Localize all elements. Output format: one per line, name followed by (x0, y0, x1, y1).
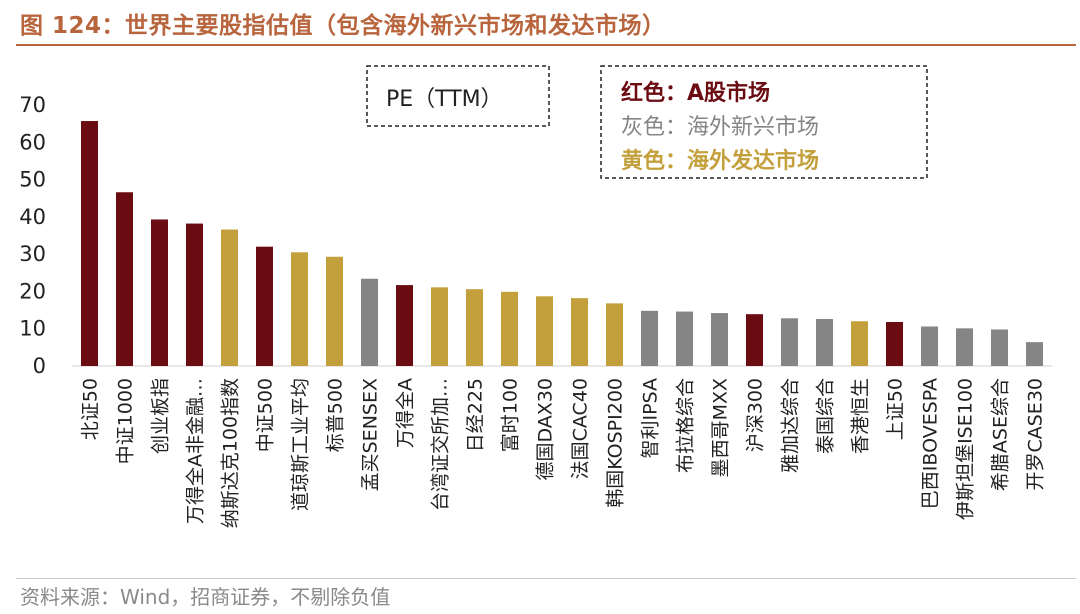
source-text: 资料来源：Wind，招商证券，不剔除负值 (20, 585, 391, 609)
x-category-label: 泰国综合 (815, 378, 837, 454)
bar (466, 289, 483, 366)
bar (851, 321, 868, 366)
legend-emerging: 灰色：海外新兴市场 (621, 115, 819, 140)
y-tick-label: 20 (19, 279, 46, 303)
x-category-label: 雅加达综合 (780, 378, 802, 473)
x-category-label: 中证1000 (115, 378, 137, 464)
bar (816, 319, 833, 366)
bar (256, 246, 273, 366)
color-legend-box: 红色：A股市场 灰色：海外新兴市场 黄色：海外发达市场 (600, 65, 928, 179)
bar (291, 252, 308, 366)
y-tick-label: 70 (19, 93, 46, 117)
bars (81, 121, 1043, 366)
y-tick-label: 10 (19, 317, 46, 341)
bar (186, 223, 203, 366)
bar (116, 192, 133, 366)
bar (746, 314, 763, 366)
x-category-label: 纳斯达克100指数 (220, 378, 242, 528)
x-category-label: 标普500 (325, 378, 347, 452)
x-category-label: 万得全A非金融… (185, 378, 207, 524)
bar (1026, 342, 1043, 366)
x-category-label: 法国CAC40 (570, 378, 592, 479)
x-category-label: 北证50 (80, 378, 102, 440)
x-category-label: 上证50 (885, 378, 907, 440)
y-tick-label: 0 (33, 354, 46, 378)
bar (361, 278, 378, 366)
bar (641, 310, 658, 366)
title-bar: 图 124：世界主要股指估值（包含海外新兴市场和发达市场） (16, 2, 1076, 46)
x-category-label: 孟买SENSEX (360, 378, 382, 491)
x-category-label: 开罗CASE30 (1025, 378, 1047, 491)
x-category-label: 中证500 (255, 378, 277, 452)
bar (781, 318, 798, 366)
x-category-label: 万得全A (395, 378, 417, 448)
bar (81, 121, 98, 366)
x-category-label: 伊斯坦堡ISE100 (955, 378, 977, 520)
x-category-label: 韩国KOSPI200 (605, 378, 627, 508)
x-category-label: 道琼斯工业平均 (290, 378, 312, 511)
x-category-label: 德国DAX30 (535, 378, 557, 481)
y-tick-label: 30 (19, 242, 46, 266)
x-axis-labels: 北证50 中证1000 创业板指 万得全A非金融… 纳斯达克100指数 中证500 道琼斯工… (80, 378, 1047, 528)
bar (571, 298, 588, 366)
bar (536, 296, 553, 366)
bar (711, 313, 728, 366)
x-category-label: 布拉格综合 (675, 378, 697, 473)
bar (921, 326, 938, 366)
bar (606, 303, 623, 366)
bar (151, 219, 168, 366)
metric-label: PE（TTM） (386, 87, 503, 112)
bar (886, 322, 903, 366)
legend-developed: 黄色：海外发达市场 (621, 148, 819, 174)
metric-legend-box: PE（TTM） (366, 65, 550, 127)
bar (676, 311, 693, 366)
chart-title: 图 124：世界主要股指估值（包含海外新兴市场和发达市场） (20, 13, 666, 39)
x-category-label: 富时100 (500, 378, 522, 452)
y-tick-label: 60 (19, 130, 46, 154)
y-tick-label: 40 (19, 205, 46, 229)
x-category-label: 墨西哥MXX (710, 378, 732, 477)
bar (326, 256, 343, 366)
bar (431, 287, 448, 366)
x-category-label: 巴西IBOVESPA (920, 378, 942, 509)
x-category-label: 台湾证交所加… (430, 378, 452, 511)
bar (396, 285, 413, 366)
bar (501, 291, 518, 366)
bar-chart: 0 10 20 30 40 50 60 70 北证50 中证1000 创业板指 万得全A非金融… 纳斯… (19, 65, 1052, 528)
x-category-label: 创业板指 (150, 378, 172, 454)
legend-a-share: 红色：A股市场 (621, 80, 770, 106)
x-category-label: 香港恒生 (850, 378, 872, 454)
x-category-label: 沪深300 (745, 378, 767, 452)
y-tick-label: 50 (19, 168, 46, 192)
bar (956, 328, 973, 366)
bar (221, 229, 238, 366)
x-category-label: 智利IPSA (640, 378, 662, 458)
x-category-label: 希腊ASE综合 (990, 378, 1012, 491)
bar (991, 329, 1008, 366)
source-note: 资料来源：Wind，招商证券，不剔除负值 (16, 578, 1076, 613)
x-category-label: 日经225 (465, 378, 487, 452)
